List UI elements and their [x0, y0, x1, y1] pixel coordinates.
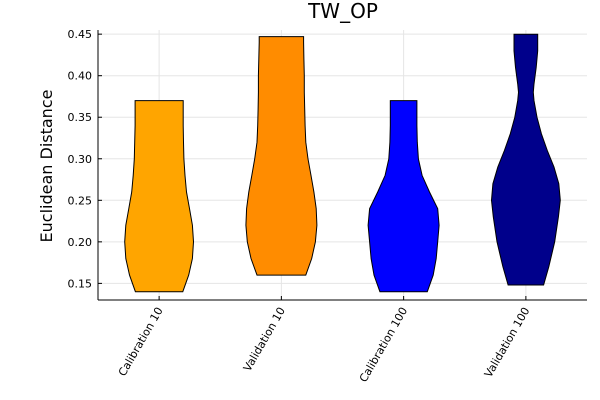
y-tick-label: 0.30 [68, 153, 93, 166]
violin-validation-100 [490, 33, 561, 286]
violin-calibration-10 [124, 100, 195, 293]
y-tick-label: 0.35 [68, 111, 93, 124]
violin-calibration-100 [367, 100, 440, 293]
y-tick-label: 0.15 [68, 277, 93, 290]
violin-validation-10 [245, 36, 318, 276]
y-tick-label: 0.25 [68, 194, 93, 207]
chart-title: TW_OP [307, 0, 378, 23]
violins [124, 33, 561, 293]
y-ticks: 0.15 0.20 0.25 0.30 0.35 0.40 0.45 [68, 28, 102, 290]
y-axis-label: Euclidean Distance [37, 90, 56, 243]
y-tick-label: 0.45 [68, 28, 93, 41]
y-tick-label: 0.20 [68, 236, 93, 249]
y-tick-label: 0.40 [68, 70, 93, 83]
